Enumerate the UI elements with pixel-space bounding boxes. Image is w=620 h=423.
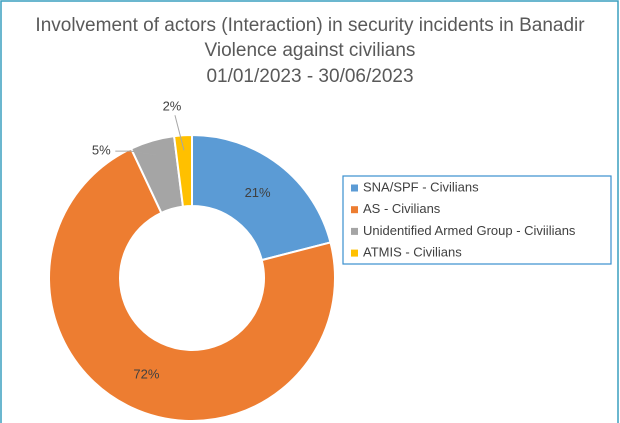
data-label: 72%: [133, 366, 159, 381]
legend-swatch: [351, 184, 358, 192]
leader-line: [174, 115, 185, 151]
legend-swatch: [351, 249, 358, 257]
legend-swatch: [351, 227, 358, 235]
legend-label: SNA/SPF - Civilians: [363, 179, 479, 194]
legend-label: AS - Civilians: [363, 201, 441, 216]
chart-title: Involvement of actors (Interaction) in s…: [35, 15, 585, 36]
chart-subtitle: Violence against civilians: [205, 40, 416, 61]
data-label: 21%: [245, 185, 271, 200]
leader-line: [115, 150, 157, 156]
chart-date-range: 01/01/2023 - 30/06/2023: [206, 66, 413, 87]
legend-box: [342, 175, 612, 265]
legend-label: Unidentified Armed Group - Civiilians: [363, 223, 576, 238]
donut-slice: [48, 147, 336, 422]
legend-label: ATMIS - Civilians: [363, 245, 462, 260]
legend-swatch: [351, 206, 358, 214]
data-label: 5%: [92, 143, 111, 158]
data-label: 2%: [163, 99, 182, 114]
donut-slice: [191, 133, 332, 262]
